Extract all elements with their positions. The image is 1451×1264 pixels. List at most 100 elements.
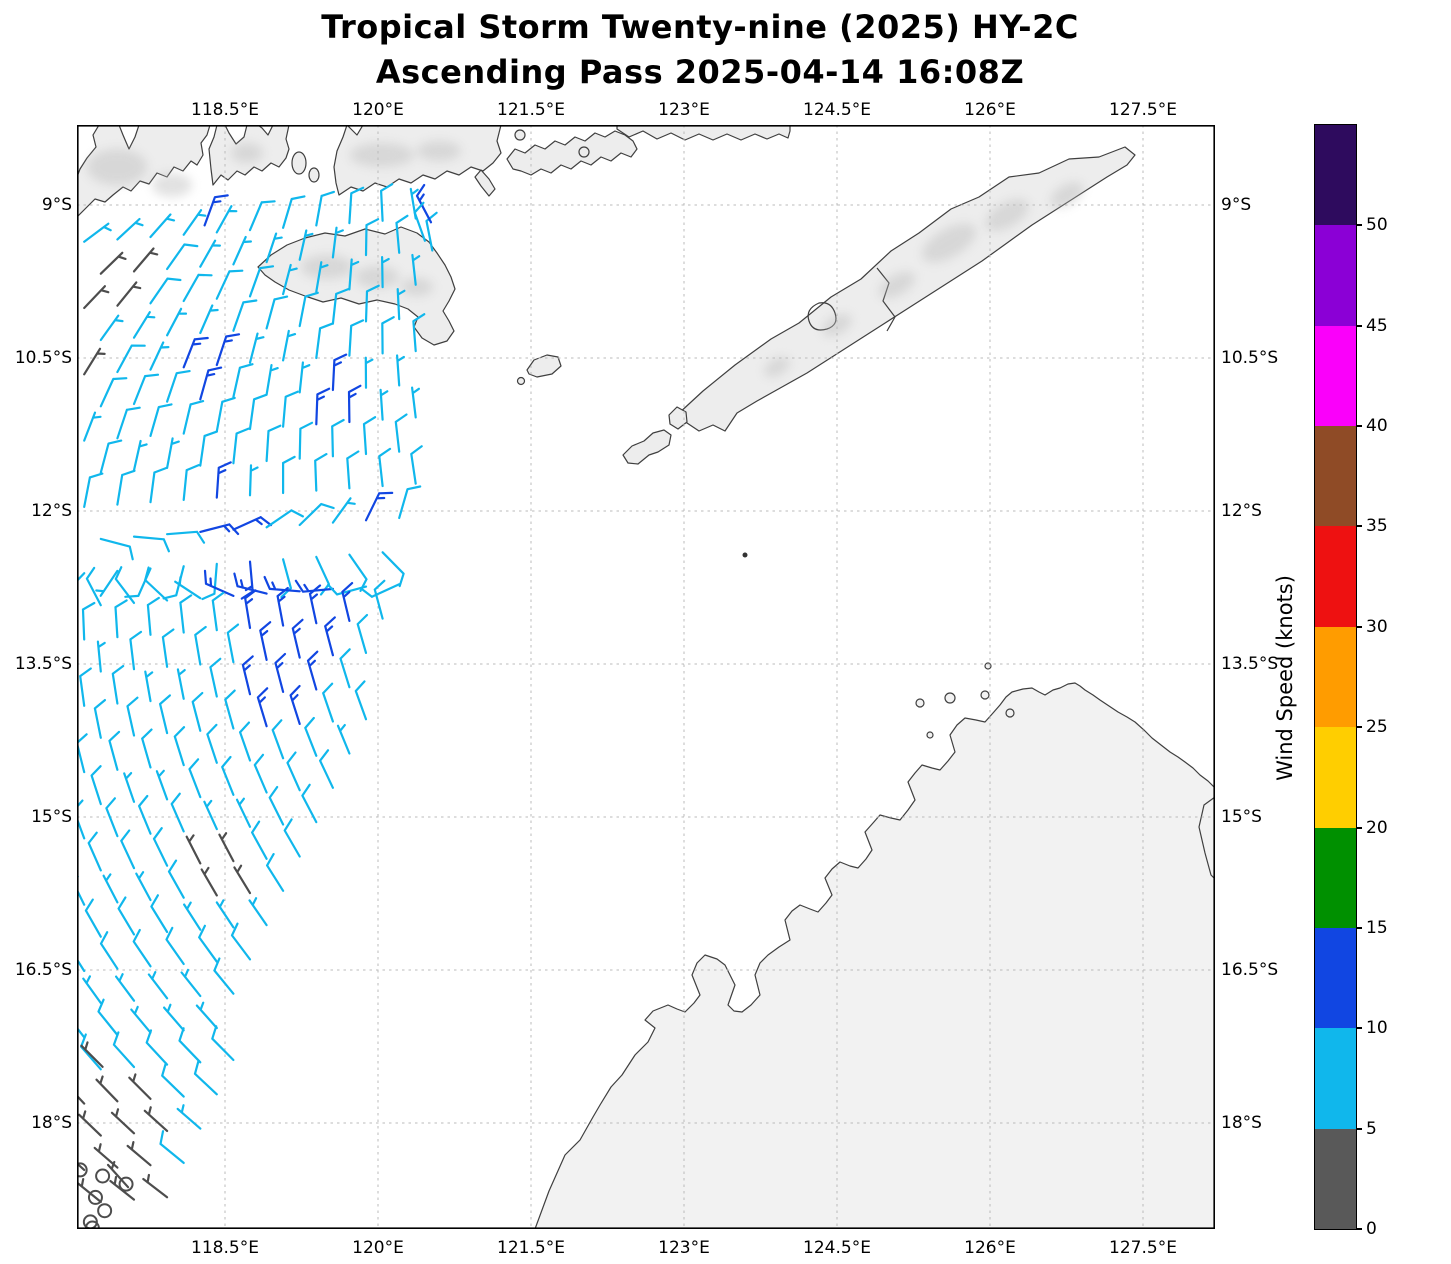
colorbar-segment: [1315, 124, 1356, 226]
colorbar-tick: [1356, 425, 1362, 428]
lon-tick-label-top: 118.5°E: [191, 100, 259, 120]
islet: [915, 698, 925, 708]
lon-tick-label-bottom: 120°E: [352, 1238, 404, 1258]
colorbar-segment: [1315, 626, 1356, 728]
colorbar-axis-label: Wind Speed (knots): [1273, 575, 1297, 781]
calm-wind-circle: [97, 1203, 113, 1219]
colorbar-segment: [1315, 927, 1356, 1029]
island-rote: [622, 429, 672, 465]
colorbar-tick: [1356, 1127, 1362, 1130]
lon-tick-label-top: 124.5°E: [803, 100, 871, 120]
colorbar-tick-label: 40: [1366, 416, 1388, 437]
colorbar-tick-label: 0: [1366, 1219, 1377, 1239]
colorbar-tick: [1356, 324, 1362, 327]
colorbar-segment: [1315, 827, 1356, 928]
lat-tick-label-left: 16.5°S: [14, 959, 72, 980]
lon-tick-label-top: 121.5°E: [497, 100, 565, 120]
islet: [980, 690, 990, 700]
lon-tick-label-bottom: 127.5°E: [1109, 1238, 1177, 1258]
lon-tick-label-bottom: 123°E: [658, 1238, 710, 1258]
lat-tick-label-right: 12°S: [1221, 500, 1262, 521]
island-wetar: [616, 125, 791, 141]
colorbar-segment: [1315, 1027, 1356, 1129]
reef-dot: [742, 552, 748, 558]
colorbar-tick-label: 35: [1366, 516, 1388, 537]
colorbar-tick-label: 20: [1366, 817, 1388, 838]
lon-tick-label-bottom: 126°E: [964, 1238, 1016, 1258]
australia-coast-sliver: [1198, 796, 1215, 880]
island-alor-chain: [506, 130, 638, 176]
plot-border: [77, 125, 1215, 1229]
lon-tick-label-top: 127.5°E: [1109, 100, 1177, 120]
calm-wind-circle: [87, 1189, 103, 1205]
lon-tick-label-bottom: 118.5°E: [191, 1238, 259, 1258]
islet: [944, 692, 956, 704]
map-plot-area[interactable]: [77, 125, 1215, 1229]
lat-tick-label-left: 13.5°S: [14, 653, 72, 674]
colorbar-segment: [1315, 224, 1356, 326]
lon-tick-label-top: 126°E: [964, 100, 1016, 120]
islet: [578, 146, 590, 158]
colorbar-segment: [1315, 726, 1356, 828]
timor-border: [876, 267, 896, 332]
colorbar-tick-label: 50: [1366, 215, 1388, 236]
calm-wind-circle: [118, 1176, 134, 1192]
island-flores-tail: [474, 169, 496, 197]
colorbar-tick: [1356, 525, 1362, 528]
lat-tick-label-right: 16.5°S: [1221, 959, 1279, 980]
colorbar-tick: [1356, 926, 1362, 929]
wind-barbs-layer: [77, 183, 438, 1229]
colorbar-tick: [1356, 1027, 1362, 1030]
title-line-1: Tropical Storm Twenty-nine (2025) HY-2C: [321, 8, 1079, 46]
lon-tick-label-bottom: 124.5°E: [803, 1238, 871, 1258]
lat-tick-label-right: 18°S: [1221, 1112, 1262, 1133]
colorbar-segment: [1315, 1128, 1356, 1229]
colorbar-tick-label: 15: [1366, 917, 1388, 938]
wind-barb-map: [77, 125, 1215, 1229]
islet: [516, 376, 526, 386]
lat-tick-label-left: 15°S: [31, 806, 72, 827]
graticule-gridlines: [77, 125, 1215, 1229]
lat-tick-label-left: 12°S: [31, 500, 72, 521]
land-coastlines: [77, 125, 1215, 1229]
colorbar-tick: [1356, 726, 1362, 729]
islet: [291, 151, 307, 175]
lon-tick-label-top: 120°E: [352, 100, 404, 120]
colorbar: [1314, 124, 1357, 1230]
colorbar-tick: [1356, 826, 1362, 829]
colorbar-tick: [1356, 224, 1362, 227]
lat-tick-label-right: 9°S: [1221, 194, 1252, 215]
colorbar-tick-label: 10: [1366, 1018, 1388, 1039]
lon-tick-label-bottom: 121.5°E: [497, 1238, 565, 1258]
colorbar-tick-label: 5: [1366, 1118, 1377, 1139]
islet: [1005, 708, 1015, 718]
island-savu: [526, 354, 562, 378]
lat-tick-label-right: 13.5°S: [1221, 653, 1279, 674]
island-semau: [668, 406, 688, 430]
islet: [984, 662, 992, 670]
colorbar-tick: [1356, 625, 1362, 628]
title-line-2: Ascending Pass 2025-04-14 16:08Z: [375, 53, 1025, 91]
figure-title: Tropical Storm Twenty-nine (2025) HY-2C …: [0, 5, 1400, 95]
australia-mainland: [534, 682, 1215, 1229]
islet: [514, 129, 526, 141]
lat-tick-label-left: 9°S: [41, 194, 72, 215]
lon-tick-label-top: 123°E: [658, 100, 710, 120]
lat-tick-label-left: 18°S: [31, 1112, 72, 1133]
lat-tick-label-right: 10.5°S: [1221, 347, 1279, 368]
islet: [308, 167, 320, 183]
colorbar-tick-label: 45: [1366, 315, 1388, 336]
colorbar-segment: [1315, 525, 1356, 627]
colorbar-tick: [1356, 1228, 1362, 1230]
colorbar-segment: [1315, 325, 1356, 427]
calm-wind-circle: [95, 1168, 111, 1184]
colorbar-segment: [1315, 425, 1356, 527]
colorbar-tick-label: 30: [1366, 616, 1388, 637]
lat-tick-label-left: 10.5°S: [14, 347, 72, 368]
colorbar-tick-label: 25: [1366, 717, 1388, 738]
calm-wind-circle: [77, 1162, 88, 1178]
terrain-shading: [87, 141, 1084, 377]
islet: [926, 731, 934, 739]
lat-tick-label-right: 15°S: [1221, 806, 1262, 827]
